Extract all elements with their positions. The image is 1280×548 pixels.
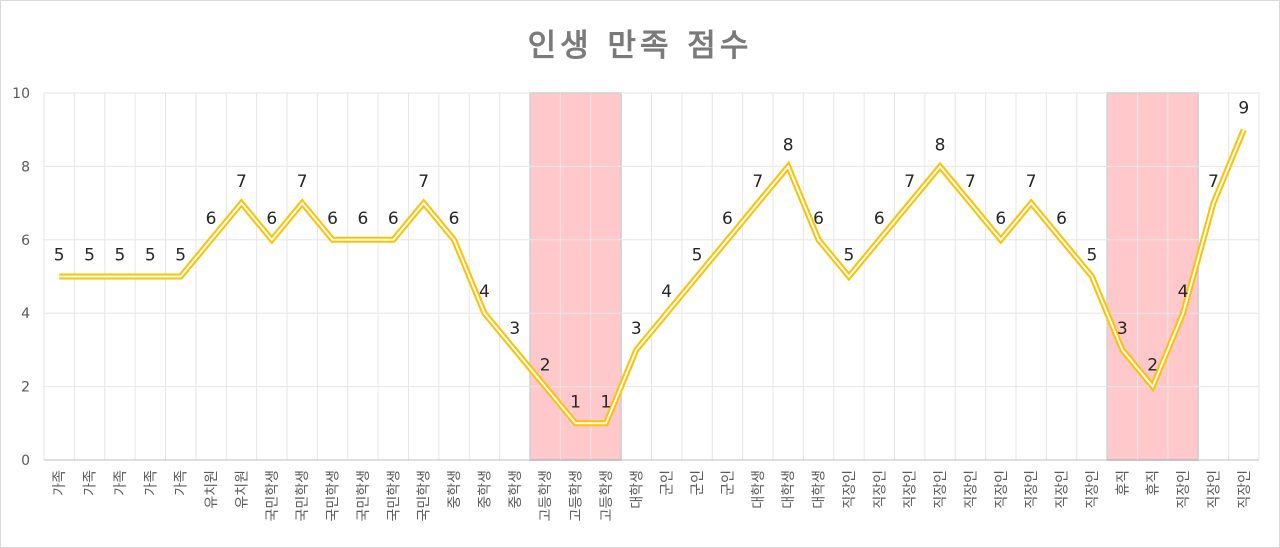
data-label: 4 [479, 282, 490, 302]
x-tick-label: 직장인 [994, 470, 1010, 509]
data-label: 6 [995, 209, 1006, 229]
data-label: 2 [1147, 356, 1158, 376]
series-line-inner [59, 129, 1245, 425]
y-tick-label: 8 [21, 159, 30, 175]
data-label: 5 [115, 246, 126, 266]
x-tick-label: 대학생 [781, 470, 797, 509]
x-tick-label: 중학생 [508, 470, 524, 509]
data-label: 5 [1087, 246, 1098, 266]
data-label: 6 [1056, 209, 1067, 229]
x-tick-label: 가족 [83, 470, 99, 496]
x-tick-label: 휴직 [1146, 470, 1162, 496]
data-label: 5 [84, 246, 95, 266]
y-tick-label: 4 [21, 306, 30, 322]
x-tick-label: 군인 [690, 470, 706, 496]
data-label: 5 [844, 246, 855, 266]
x-tick-label: 가족 [143, 470, 159, 496]
x-tick-label: 대학생 [812, 470, 828, 509]
x-tick-label: 고등학생 [599, 470, 615, 522]
y-tick-label: 2 [21, 380, 30, 396]
data-label: 1 [601, 392, 612, 412]
x-tick-label: 직장인 [1085, 470, 1101, 509]
data-label: 6 [358, 209, 369, 229]
data-label: 7 [1026, 172, 1037, 192]
x-tick-label: 휴직 [1115, 470, 1131, 496]
data-label: 6 [874, 209, 885, 229]
data-label: 6 [388, 209, 399, 229]
data-label: 3 [509, 319, 520, 339]
gridlines [43, 92, 1260, 461]
x-tick-label: 직장인 [1237, 470, 1253, 509]
x-tick-label: 직장인 [933, 470, 949, 509]
x-tick-label: 대학생 [629, 470, 645, 509]
x-tick-label: 직장인 [872, 470, 888, 509]
x-tick-label: 가족 [52, 470, 68, 496]
x-tick-label: 국민학생 [356, 470, 372, 522]
x-tick-label: 직장인 [1055, 470, 1071, 509]
x-tick-label: 직장인 [842, 470, 858, 509]
data-label: 3 [1117, 319, 1128, 339]
y-tick-label: 10 [12, 86, 30, 102]
data-label: 5 [145, 246, 156, 266]
series-line [59, 128, 1247, 427]
data-label: 6 [722, 209, 733, 229]
data-label: 4 [661, 282, 672, 302]
x-tick-label: 국민학생 [265, 470, 281, 522]
x-tick-label: 가족 [174, 470, 190, 496]
data-label: 3 [631, 319, 642, 339]
x-tick-label: 대학생 [751, 470, 767, 509]
data-label: 7 [297, 172, 308, 192]
data-label: 4 [1178, 282, 1189, 302]
y-axis: 0 2 4 6 8 10 [12, 86, 30, 469]
x-tick-label: 국민학생 [295, 470, 311, 522]
data-label: 7 [236, 172, 247, 192]
data-label: 5 [692, 246, 703, 266]
y-tick-label: 0 [21, 453, 30, 469]
x-tick-label: 군인 [660, 470, 676, 496]
x-axis: 가족 가족 가족 가족 가족 유치원 유치원 국민학생 국민학생 국민학생 국민학생 국민학생 국민학생… [52, 470, 1253, 522]
data-label: 5 [54, 246, 65, 266]
x-tick-label: 국민학생 [386, 470, 402, 522]
data-label: 7 [418, 172, 429, 192]
x-tick-label: 직장인 [1206, 470, 1222, 509]
chart-title: 인생 만족 점수 [527, 28, 753, 64]
x-tick-label: 국민학생 [326, 470, 342, 522]
x-tick-label: 직장인 [1024, 470, 1040, 509]
x-tick-label: 고등학생 [569, 470, 585, 522]
x-tick-label: 유치원 [234, 470, 250, 509]
data-label: 9 [1238, 99, 1249, 119]
x-tick-label: 직장인 [1176, 470, 1192, 509]
data-label: 7 [752, 172, 763, 192]
data-label: 2 [540, 356, 551, 376]
x-tick-label: 유치원 [204, 470, 220, 509]
data-label: 6 [449, 209, 460, 229]
data-label: 7 [965, 172, 976, 192]
data-label: 6 [266, 209, 277, 229]
x-tick-label: 중학생 [477, 470, 493, 509]
data-label: 6 [813, 209, 824, 229]
data-label: 6 [206, 209, 217, 229]
x-tick-label: 군인 [720, 470, 736, 496]
y-tick-label: 6 [21, 233, 30, 249]
x-tick-label: 국민학생 [417, 470, 433, 522]
x-tick-label: 가족 [113, 470, 129, 496]
data-label: 7 [1208, 172, 1219, 192]
highlight-band-1 [1106, 92, 1199, 461]
x-tick-label: 직장인 [903, 470, 919, 509]
data-label: 1 [570, 392, 581, 412]
data-label: 8 [935, 135, 946, 155]
data-label: 6 [327, 209, 338, 229]
data-label: 7 [904, 172, 915, 192]
x-tick-label: 중학생 [447, 470, 463, 509]
x-tick-label: 고등학생 [538, 470, 554, 522]
data-label: 5 [175, 246, 186, 266]
data-label: 8 [783, 135, 794, 155]
x-tick-label: 직장인 [963, 470, 979, 509]
